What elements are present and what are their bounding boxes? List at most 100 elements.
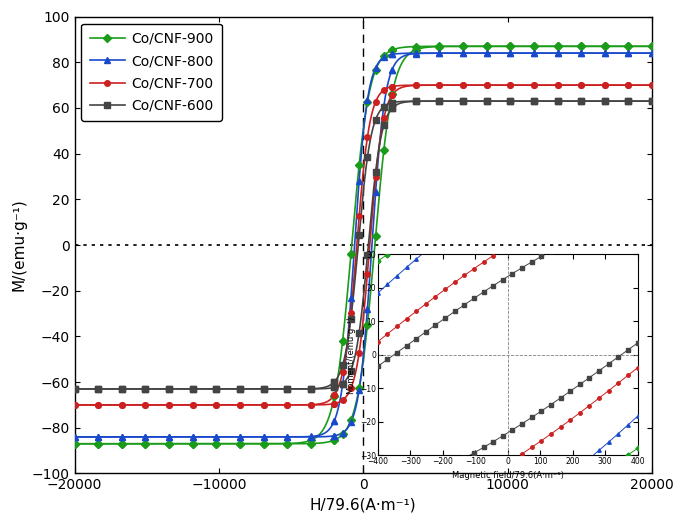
Co/CNF-900 (363, 99, 371, 105)
Co/CNF-800 (379, 54, 388, 60)
Co/CNF-700 (379, 87, 388, 93)
Co/CNF-800 (577, 50, 585, 56)
Co/CNF-700 (118, 402, 126, 408)
Co/CNF-600 (506, 98, 514, 104)
Co/CNF-700 (307, 401, 315, 408)
Co/CNF-800 (188, 434, 197, 440)
Co/CNF-800 (648, 50, 656, 56)
Co/CNF-900 (482, 43, 490, 49)
Co/CNF-800 (459, 50, 467, 56)
Co/CNF-700 (94, 402, 102, 408)
Co/CNF-700 (236, 402, 244, 408)
Co/CNF-900 (506, 43, 514, 49)
Co/CNF-700 (601, 82, 609, 88)
Co/CNF-700 (371, 99, 379, 105)
Co/CNF-600 (482, 98, 490, 104)
Co/CNF-700 (188, 402, 197, 408)
Co/CNF-600 (648, 98, 656, 104)
Co/CNF-600 (165, 386, 173, 392)
Co/CNF-700 (624, 82, 632, 88)
Co/CNF-700 (212, 402, 221, 408)
Co/CNF-800 (363, 97, 371, 103)
Co/CNF-800 (141, 434, 149, 440)
Co/CNF-600 (388, 100, 396, 106)
Co/CNF-600 (94, 386, 102, 392)
Co/CNF-900 (553, 43, 562, 49)
Line: Co/CNF-900: Co/CNF-900 (72, 43, 655, 446)
Co/CNF-600 (553, 98, 562, 104)
Co/CNF-800 (371, 64, 379, 71)
Co/CNF-800 (330, 418, 338, 424)
Co/CNF-900 (388, 47, 396, 53)
Co/CNF-800 (94, 434, 102, 440)
Co/CNF-600 (388, 100, 396, 106)
Co/CNF-900 (94, 441, 102, 447)
Co/CNF-700 (506, 82, 514, 88)
Co/CNF-600 (330, 379, 338, 385)
Legend: Co/CNF-900, Co/CNF-800, Co/CNF-700, Co/CNF-600: Co/CNF-900, Co/CNF-800, Co/CNF-700, Co/C… (82, 24, 222, 121)
Co/CNF-800 (482, 50, 490, 56)
Co/CNF-900 (577, 43, 585, 49)
Co/CNF-700 (435, 82, 443, 88)
Co/CNF-900 (118, 441, 126, 447)
Co/CNF-600 (307, 386, 315, 392)
Co/CNF-800 (388, 51, 396, 58)
Co/CNF-900 (388, 47, 396, 53)
Co/CNF-900 (459, 43, 467, 49)
Y-axis label: M/(emu·g⁻¹): M/(emu·g⁻¹) (11, 199, 26, 291)
Co/CNF-900 (330, 393, 338, 399)
Co/CNF-600 (363, 155, 371, 161)
Co/CNF-700 (71, 402, 79, 408)
Co/CNF-700 (330, 392, 338, 398)
Co/CNF-800 (553, 50, 562, 56)
Co/CNF-800 (165, 434, 173, 440)
Co/CNF-900 (624, 43, 632, 49)
Co/CNF-900 (347, 252, 355, 258)
Co/CNF-600 (188, 386, 197, 392)
Co/CNF-800 (388, 51, 396, 58)
Co/CNF-800 (71, 434, 79, 440)
Co/CNF-900 (379, 52, 388, 59)
Co/CNF-700 (412, 82, 420, 89)
Co/CNF-600 (371, 116, 379, 123)
Line: Co/CNF-600: Co/CNF-600 (72, 99, 655, 392)
Co/CNF-800 (236, 434, 244, 440)
Co/CNF-600 (260, 386, 268, 392)
Co/CNF-900 (236, 441, 244, 447)
Co/CNF-900 (601, 43, 609, 49)
Co/CNF-600 (624, 98, 632, 104)
Co/CNF-900 (71, 441, 79, 447)
Co/CNF-700 (283, 402, 291, 408)
Co/CNF-600 (412, 98, 420, 104)
Co/CNF-900 (355, 161, 363, 168)
Co/CNF-600 (347, 315, 355, 322)
Co/CNF-900 (435, 43, 443, 49)
Co/CNF-800 (530, 50, 538, 56)
Co/CNF-800 (338, 381, 347, 388)
Co/CNF-900 (338, 337, 347, 344)
Co/CNF-800 (412, 50, 420, 57)
Co/CNF-600 (118, 386, 126, 392)
Co/CNF-900 (188, 441, 197, 447)
Co/CNF-700 (388, 83, 396, 90)
Co/CNF-900 (530, 43, 538, 49)
Co/CNF-600 (577, 98, 585, 104)
Co/CNF-700 (577, 82, 585, 88)
Co/CNF-900 (307, 437, 315, 443)
X-axis label: H/79.6(A·m⁻¹): H/79.6(A·m⁻¹) (310, 498, 416, 513)
Co/CNF-800 (506, 50, 514, 56)
Co/CNF-900 (283, 440, 291, 446)
Co/CNF-700 (165, 402, 173, 408)
Co/CNF-600 (141, 386, 149, 392)
Co/CNF-900 (165, 441, 173, 447)
Co/CNF-900 (330, 393, 338, 399)
Co/CNF-700 (363, 134, 371, 140)
Co/CNF-800 (212, 434, 221, 440)
Co/CNF-800 (435, 50, 443, 56)
Co/CNF-900 (371, 67, 379, 73)
Co/CNF-700 (330, 392, 338, 398)
Co/CNF-600 (435, 98, 443, 104)
Co/CNF-600 (283, 386, 291, 392)
Co/CNF-900 (648, 43, 656, 49)
Co/CNF-700 (141, 402, 149, 408)
